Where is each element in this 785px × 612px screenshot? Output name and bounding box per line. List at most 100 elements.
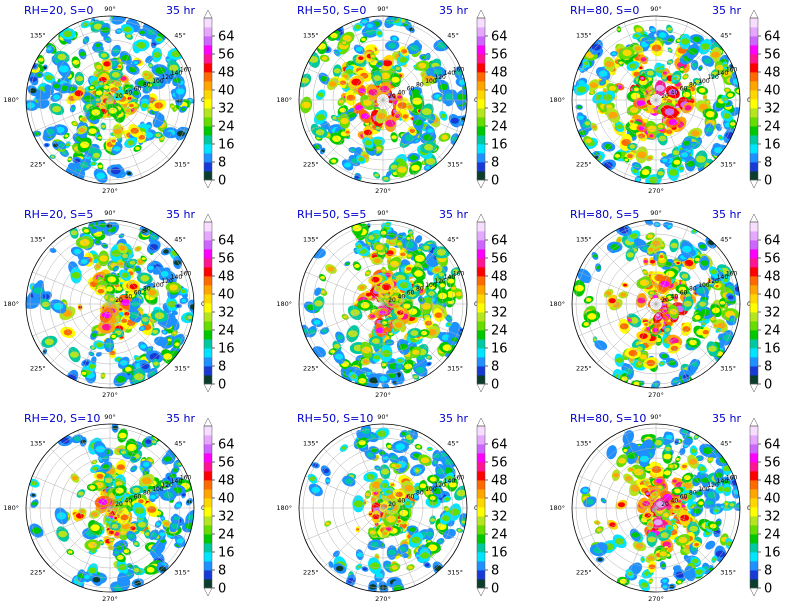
precip-cell xyxy=(361,346,372,354)
azimuth-line xyxy=(655,22,689,101)
colorbar-segment xyxy=(750,303,758,313)
precip-cell xyxy=(160,517,165,520)
colorbar-segment xyxy=(477,108,485,118)
radial-tick-label: 160 xyxy=(180,270,192,277)
azimuth-line xyxy=(350,226,384,305)
precip-cell xyxy=(387,549,396,556)
precip-cell xyxy=(660,65,664,69)
precip-cell xyxy=(325,479,330,483)
precip-cell xyxy=(621,139,631,146)
azimuth-line xyxy=(350,507,384,586)
azimuth-line xyxy=(32,99,111,133)
precip-cell xyxy=(629,233,638,239)
precip-cell xyxy=(673,296,678,300)
precip-cell xyxy=(80,509,85,513)
precip-cell xyxy=(148,83,152,87)
colorbar-frame xyxy=(203,17,213,181)
colorbar-segment xyxy=(477,258,485,268)
precip-cell xyxy=(646,220,652,224)
colorbar-segment xyxy=(750,72,758,82)
colorbar-extend-top xyxy=(203,9,213,19)
precip-cell xyxy=(587,313,597,320)
precip-cell xyxy=(70,230,78,236)
colorbar-segment xyxy=(750,267,758,277)
precip-cell xyxy=(664,327,671,332)
colorbar-segment xyxy=(750,375,758,385)
azimuth-label: 180° xyxy=(276,504,292,512)
precip-cell xyxy=(590,91,594,94)
precip-cell xyxy=(623,283,628,287)
precip-cell xyxy=(388,232,396,238)
precip-cell xyxy=(380,468,390,475)
radial-tick-label: 120 xyxy=(161,278,173,285)
precip-cell xyxy=(95,43,101,48)
colorbar-tick-label: 16 xyxy=(218,546,235,561)
colorbar-tick-label: 64 xyxy=(218,234,235,249)
colorbar-tick-label: 56 xyxy=(218,456,235,471)
precip-cell xyxy=(99,82,104,86)
azimuth-line xyxy=(50,448,111,509)
precip-cell xyxy=(61,437,70,444)
colorbar-segment xyxy=(750,171,758,181)
precip-cell xyxy=(657,171,664,176)
precip-cell xyxy=(103,61,111,67)
precip-cell xyxy=(169,473,176,478)
precip-cell xyxy=(151,440,157,444)
precip-cell xyxy=(142,477,152,485)
precip-cell xyxy=(128,564,133,568)
colorbar-segment xyxy=(477,462,485,472)
precip-cell xyxy=(111,334,116,339)
precip-cell xyxy=(681,280,686,284)
precip-cell xyxy=(56,126,65,133)
precip-cell xyxy=(637,151,647,159)
panel: RH=80, S=5 35 hr 20 40 60 80 100 120 140 160 90° 45… xyxy=(546,204,785,408)
colorbar-tick-label: 40 xyxy=(491,492,508,507)
precip-cell xyxy=(68,86,76,92)
azimuth-label: 45° xyxy=(720,236,732,244)
radial-tick-label: 140 xyxy=(444,274,456,281)
azimuth-line xyxy=(382,226,416,305)
precip-cell xyxy=(362,567,367,571)
colorbar-segment xyxy=(477,366,485,376)
precip-cell xyxy=(154,312,165,320)
colorbar-segment xyxy=(204,249,212,259)
precip-cell xyxy=(365,28,375,36)
radial-tick-label: 40 xyxy=(125,89,133,96)
precip-cell xyxy=(692,36,701,43)
precip-cell xyxy=(700,260,709,266)
azimuth-line xyxy=(109,244,170,305)
precip-cell xyxy=(106,518,111,522)
azimuth-line xyxy=(382,22,416,101)
precip-cell xyxy=(391,565,398,570)
azimuth-label: 180° xyxy=(3,504,19,512)
polar-grid xyxy=(26,220,194,388)
plot-boundary xyxy=(25,423,195,593)
precip-cell xyxy=(187,514,194,522)
precip-cell xyxy=(716,64,724,71)
colorbar-extend-top xyxy=(476,9,486,19)
polar-plot: 2040608010012014016090°45°0°315°270°225°… xyxy=(549,5,780,195)
precip-cell xyxy=(345,69,354,75)
panel: RH=80, S=0 35 hr 20 40 60 80 100 120 140 160 90° 45… xyxy=(546,0,785,204)
azimuth-label: 45° xyxy=(174,440,186,448)
colorbar-tick-label: 8 xyxy=(218,156,226,171)
precip-cell xyxy=(628,349,638,357)
precip-cell xyxy=(428,284,436,290)
precip-cell xyxy=(703,58,712,64)
precip-cell xyxy=(78,491,84,496)
azimuth-label: 315° xyxy=(174,568,190,576)
precip-cell xyxy=(401,432,407,436)
azimuth-label: 225° xyxy=(30,364,46,372)
azimuth-line xyxy=(77,99,111,178)
precip-cell xyxy=(411,536,421,544)
colorbar-segment xyxy=(477,312,485,322)
precip-cell xyxy=(169,284,178,291)
precip-cell xyxy=(730,122,736,126)
precip-cell xyxy=(635,27,643,33)
azimuth-label: 270° xyxy=(375,391,391,399)
precip-cell xyxy=(322,468,330,474)
precip-cell xyxy=(626,252,634,258)
colorbar-tick-label: 40 xyxy=(218,492,235,507)
precip-cell xyxy=(649,134,654,138)
